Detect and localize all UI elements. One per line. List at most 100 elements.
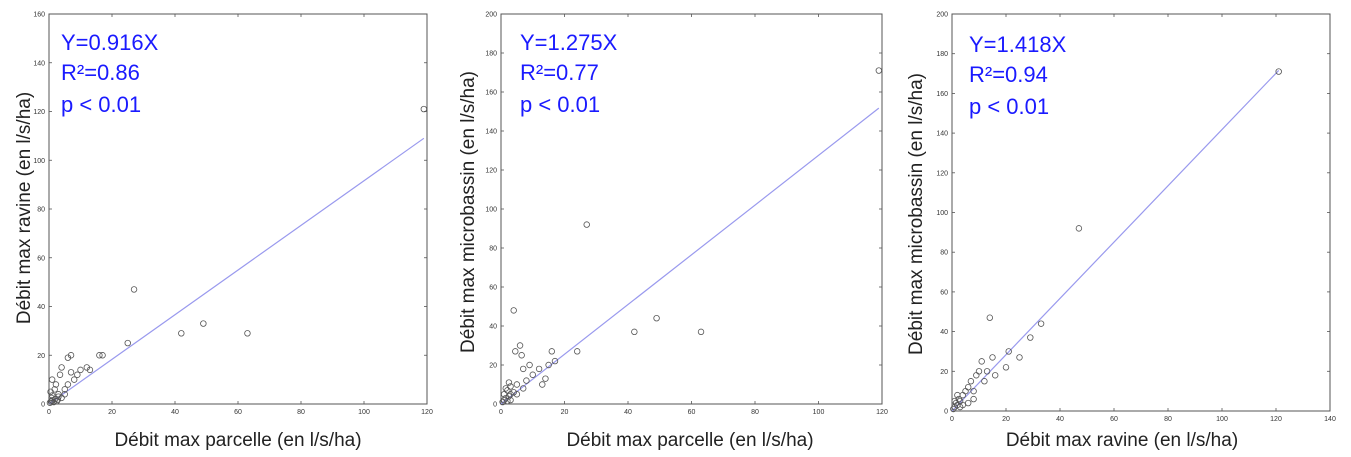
fit-equation: Y=1.275X bbox=[520, 30, 618, 55]
data-point bbox=[48, 394, 55, 402]
data-point bbox=[55, 393, 62, 400]
data-point bbox=[965, 399, 972, 407]
fit-equation: Y=1.418X bbox=[969, 32, 1067, 57]
data-point bbox=[178, 330, 185, 337]
scatter-panel-1: Débit max ravine (en l/s/ha) Débit max p… bbox=[14, 12, 433, 452]
y-tick-label: 0 bbox=[41, 402, 45, 409]
x-tick-label: 20 bbox=[108, 409, 116, 416]
data-point bbox=[513, 391, 521, 398]
data-point bbox=[61, 386, 68, 393]
data-point bbox=[505, 379, 513, 386]
data-point bbox=[504, 387, 511, 394]
x-tick-label: 40 bbox=[171, 409, 179, 416]
data-point bbox=[420, 105, 428, 113]
data-point bbox=[959, 401, 966, 409]
data-point bbox=[77, 366, 84, 374]
regression-line bbox=[48, 137, 425, 405]
y-tick-label: 140 bbox=[33, 60, 45, 67]
y-tick-label: 60 bbox=[37, 255, 45, 262]
data-point bbox=[124, 339, 131, 347]
x-axis-label: Débit max parcelle (en l/s/ha) bbox=[114, 430, 361, 451]
x-tick-label: 20 bbox=[1002, 416, 1010, 423]
data-point bbox=[992, 372, 999, 379]
data-point bbox=[697, 328, 705, 336]
data-point bbox=[967, 378, 975, 385]
data-point bbox=[200, 320, 207, 327]
data-point bbox=[130, 286, 138, 293]
data-point bbox=[516, 342, 524, 349]
y-tick-label: 140 bbox=[936, 131, 948, 138]
y-axis-label: Débit max ravine (en l/s/ha) bbox=[14, 92, 35, 324]
data-point bbox=[529, 371, 536, 378]
data-point bbox=[1075, 225, 1083, 232]
data-point bbox=[1005, 348, 1012, 355]
data-point bbox=[51, 386, 58, 393]
y-axis-label: Débit max microbassin (en l/s/ha) bbox=[458, 71, 479, 353]
y-tick-label: 80 bbox=[489, 246, 497, 253]
data-point bbox=[48, 392, 56, 399]
y-tick-label: 40 bbox=[489, 324, 497, 331]
data-point bbox=[986, 314, 993, 321]
fit-equation: Y=0.916X bbox=[61, 30, 159, 55]
plot-area bbox=[48, 13, 428, 405]
data-point bbox=[512, 348, 519, 355]
x-axis-label: Débit max ravine (en l/s/ha) bbox=[1006, 430, 1238, 451]
data-point bbox=[970, 387, 977, 395]
x-tick-label: 60 bbox=[1110, 416, 1118, 423]
y-tick-label: 80 bbox=[940, 250, 948, 257]
data-point bbox=[955, 395, 962, 403]
x-tick-label: 140 bbox=[1324, 416, 1336, 423]
data-point bbox=[535, 365, 543, 373]
data-point bbox=[545, 361, 552, 369]
x-tick-label: 100 bbox=[1216, 416, 1228, 423]
data-point bbox=[502, 385, 509, 392]
data-point bbox=[970, 395, 977, 403]
scatter-panel-3: Débit max microbassin (en l/s/ha) Débit … bbox=[906, 12, 1336, 452]
data-point bbox=[981, 378, 988, 385]
data-point bbox=[499, 398, 506, 406]
p-value: p < 0.01 bbox=[520, 92, 600, 117]
y-tick-label: 20 bbox=[489, 363, 497, 370]
data-point bbox=[965, 383, 972, 391]
data-point bbox=[653, 315, 660, 322]
x-axis-label: Débit max parcelle (en l/s/ha) bbox=[566, 430, 813, 451]
r-squared: R²=0.86 bbox=[61, 60, 140, 85]
data-point bbox=[520, 365, 527, 373]
data-point bbox=[61, 391, 68, 398]
x-tick-label: 20 bbox=[561, 409, 569, 416]
x-tick-label: 80 bbox=[751, 409, 759, 416]
data-point bbox=[1027, 334, 1034, 341]
y-tick-label: 100 bbox=[936, 210, 948, 217]
y-tick-label: 200 bbox=[485, 12, 497, 19]
y-tick-label: 200 bbox=[936, 12, 948, 19]
data-point bbox=[54, 396, 62, 403]
data-point bbox=[52, 381, 60, 388]
data-point bbox=[99, 352, 106, 359]
x-tick-label: 100 bbox=[813, 409, 825, 416]
y-tick-label: 60 bbox=[940, 289, 948, 296]
plot-area bbox=[500, 13, 883, 405]
y-tick-label: 20 bbox=[37, 353, 45, 360]
regression-line bbox=[500, 107, 880, 405]
data-point bbox=[975, 368, 983, 375]
x-tick-label: 100 bbox=[358, 409, 370, 416]
data-point bbox=[67, 352, 75, 359]
data-point bbox=[53, 397, 61, 405]
y-tick-label: 100 bbox=[485, 207, 497, 214]
x-tick-label: 0 bbox=[47, 409, 51, 416]
data-point bbox=[48, 376, 56, 383]
y-tick-label: 100 bbox=[33, 158, 45, 165]
data-point bbox=[954, 391, 961, 399]
y-tick-label: 0 bbox=[493, 402, 497, 409]
data-point bbox=[96, 352, 103, 359]
r-squared: R²=0.77 bbox=[520, 60, 599, 85]
data-point bbox=[950, 405, 957, 413]
x-tick-label: 120 bbox=[1270, 416, 1282, 423]
data-point bbox=[875, 67, 883, 74]
data-point bbox=[518, 352, 525, 359]
x-tick-label: 0 bbox=[950, 416, 954, 423]
p-value: p < 0.01 bbox=[61, 92, 141, 117]
data-point bbox=[74, 371, 81, 378]
y-tick-label: 180 bbox=[936, 51, 948, 58]
